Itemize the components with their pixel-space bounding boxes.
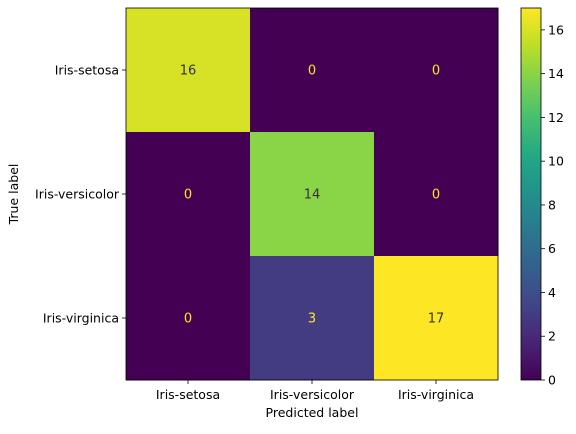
y-tick-label-1: Iris-versicolor <box>35 187 120 202</box>
colorbar-tick-label-6: 12 <box>548 110 564 125</box>
colorbar-ticks: 0 2 4 6 8 10 12 14 16 <box>541 22 564 388</box>
x-tick-label-0: Iris-setosa <box>156 387 220 402</box>
cell-1-1 <box>250 132 375 257</box>
colorbar-tick-label-2: 4 <box>548 285 556 300</box>
cell-value-1-0: 0 <box>184 188 192 203</box>
x-axis-ticks: Iris-setosa Iris-versicolor Iris-virginica <box>156 380 474 402</box>
cell-value-0-1: 0 <box>308 64 316 79</box>
y-axis-ticks: Iris-setosa Iris-versicolor Iris-virginica <box>35 63 126 326</box>
cell-2-1 <box>250 256 375 381</box>
matrix-cells: 16 0 0 0 14 0 0 3 17 <box>126 8 499 381</box>
cell-value-1-1: 14 <box>304 188 321 203</box>
cell-value-2-2: 17 <box>428 312 445 327</box>
cell-1-0 <box>126 132 251 257</box>
x-tick-label-1: Iris-versicolor <box>270 387 355 402</box>
cell-1-2 <box>374 132 499 257</box>
cell-0-1 <box>250 8 375 133</box>
cell-value-0-0: 16 <box>180 64 197 79</box>
cell-2-2 <box>374 256 499 381</box>
colorbar-tick-label-5: 10 <box>548 154 564 169</box>
y-axis-label: True label <box>6 164 21 226</box>
cell-value-1-2: 0 <box>432 188 440 203</box>
colorbar-tick-label-1: 2 <box>548 329 556 344</box>
y-tick-label-2: Iris-virginica <box>43 311 119 326</box>
cell-0-2 <box>374 8 499 133</box>
cell-2-0 <box>126 256 251 381</box>
colorbar <box>520 7 542 381</box>
colorbar-tick-label-7: 14 <box>548 66 564 81</box>
y-tick-label-0: Iris-setosa <box>55 63 119 78</box>
x-tick-label-2: Iris-virginica <box>398 387 474 402</box>
colorbar-tick-label-0: 0 <box>548 373 556 388</box>
cell-value-2-0: 0 <box>184 312 192 327</box>
colorbar-tick-label-4: 8 <box>548 197 556 212</box>
cell-0-0 <box>126 8 251 133</box>
colorbar-tick-label-3: 6 <box>548 241 556 256</box>
colorbar-tick-label-8: 16 <box>548 22 564 37</box>
x-axis-label: Predicted label <box>266 405 359 420</box>
cell-value-2-1: 3 <box>308 312 316 327</box>
cell-value-0-2: 0 <box>432 64 440 79</box>
